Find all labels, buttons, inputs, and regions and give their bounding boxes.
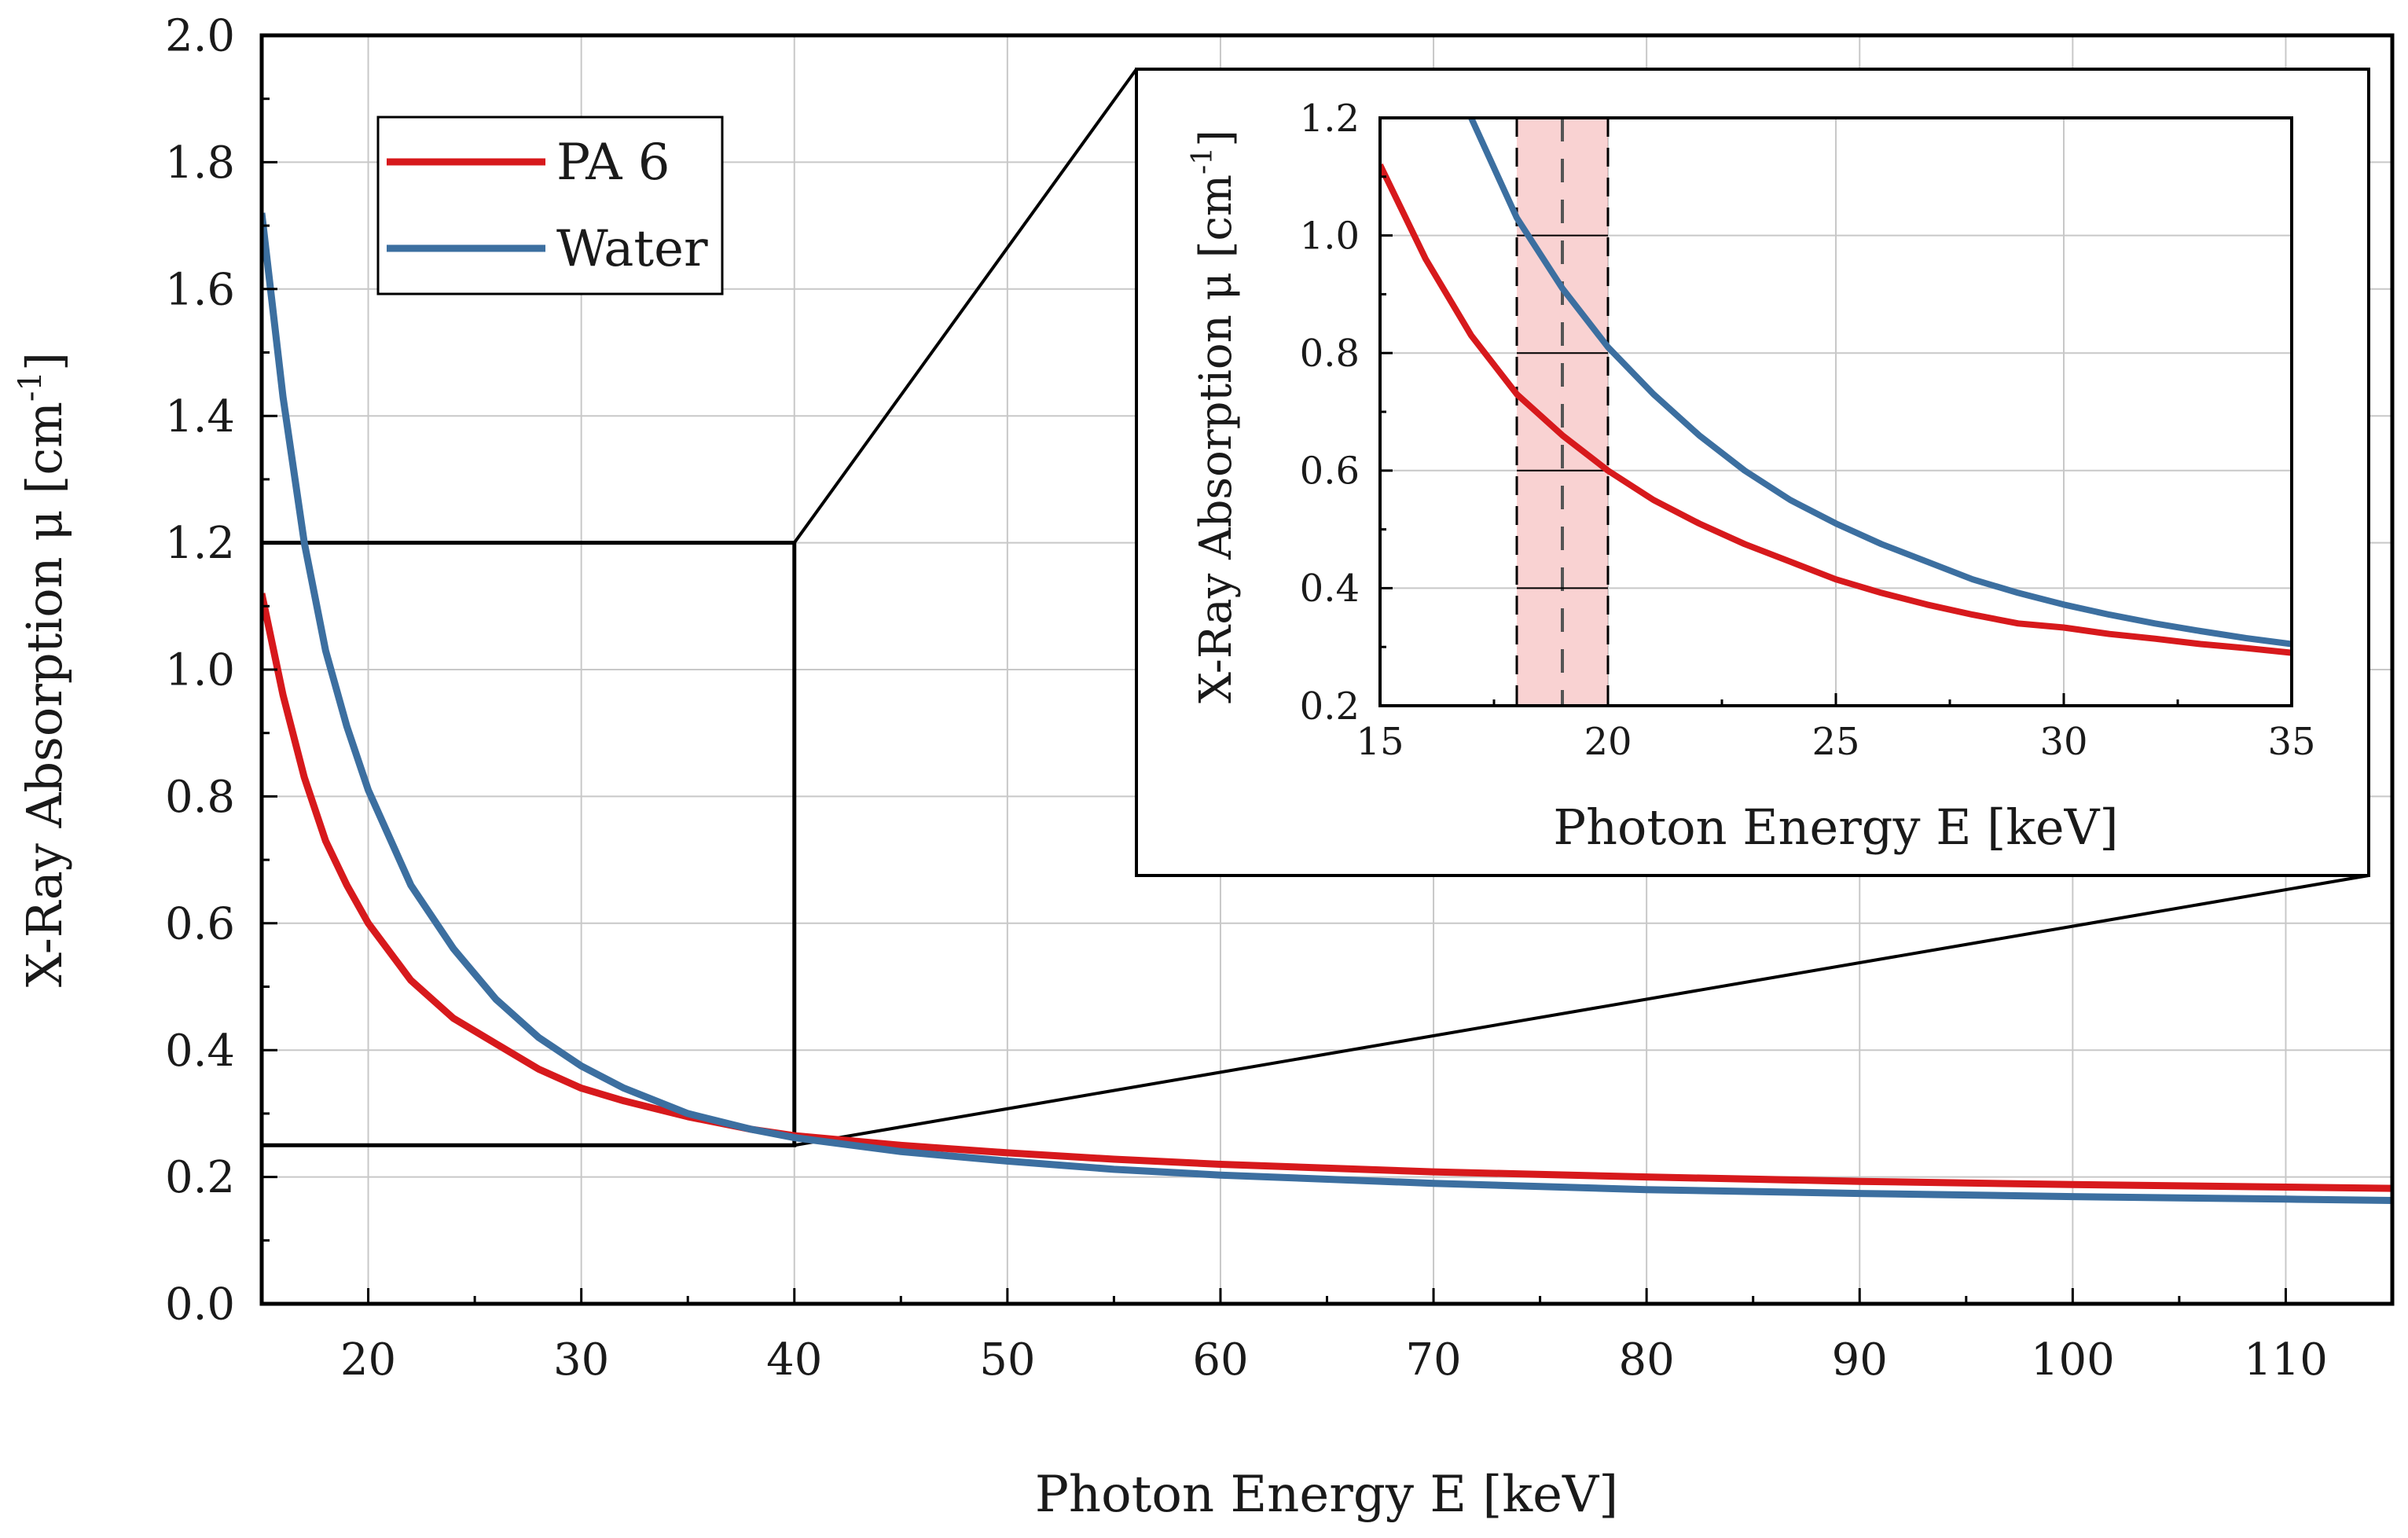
- x-tick-label: 30: [553, 1334, 609, 1386]
- y-tick-label: 1.6: [165, 264, 235, 315]
- x-tick-label: 35: [2267, 720, 2315, 764]
- x-tick-label: 100: [2031, 1334, 2115, 1386]
- y-tick-label: 2.0: [165, 11, 235, 62]
- legend-label-water: Water: [556, 220, 708, 278]
- zoom-connector-top: [793, 68, 1138, 544]
- x-tick-label: 80: [1619, 1334, 1675, 1386]
- x-tick-label: 110: [2244, 1334, 2328, 1386]
- main-x-axis-title: Photon Energy E [keV]: [1035, 1466, 1618, 1524]
- x-tick-label: 20: [1584, 720, 1632, 764]
- y-tick-label: 0.4: [165, 1026, 235, 1077]
- y-tick-label: 1.0: [1300, 214, 1360, 258]
- legend: PA 6 Water: [376, 116, 724, 295]
- y-tick-label: 0.4: [1300, 567, 1360, 611]
- x-tick-label: 30: [2039, 720, 2087, 764]
- x-tick-label: 15: [1356, 720, 1404, 764]
- zoom-box: [259, 541, 797, 1147]
- zoom-connector-bottom: [794, 874, 2369, 1147]
- series-line-water: [1467, 118, 2292, 648]
- series-line-pa-6: [1380, 163, 2292, 656]
- x-tick-label: 70: [1405, 1334, 1461, 1386]
- inset-highlight-band: [1515, 117, 1610, 707]
- x-tick-label: 90: [1832, 1334, 1888, 1386]
- x-tick-label: 40: [766, 1334, 822, 1386]
- main-ticks: 20 30 40 50 60 70 80 90 100 110 0.0 0.2 0.4 0.6 0.8 1.0…: [165, 11, 2328, 1386]
- y-tick-label: 0.2: [165, 1152, 235, 1203]
- y-tick-label: 1.8: [165, 138, 235, 189]
- inset-ticks: 15 20 25 30 35 0.2 0.4 0.6 0.8 1.0 1.2: [1300, 97, 2316, 764]
- legend-box: [376, 116, 724, 295]
- y-tick-label: 0.0: [165, 1279, 235, 1331]
- series-line-water: [262, 212, 2392, 1204]
- y-tick-label: 0.6: [1300, 450, 1360, 494]
- main-y-axis-title: X-Ray Absorption μ [cm-1]: [13, 352, 73, 987]
- y-tick-label: 1.0: [165, 645, 235, 696]
- inset-y-axis-title: X-Ray Absorption μ [cm-1]: [1187, 130, 1242, 703]
- zoom-region: [259, 68, 2369, 1147]
- y-tick-label: 0.6: [165, 898, 235, 949]
- main-series: [262, 212, 2392, 1204]
- y-tick-label: 0.8: [165, 772, 235, 823]
- inset-series: [1380, 118, 2292, 656]
- x-tick-label: 25: [1812, 720, 1859, 764]
- y-tick-label: 1.2: [1300, 97, 1360, 141]
- x-tick-label: 60: [1192, 1334, 1248, 1386]
- x-tick-label: 20: [340, 1334, 396, 1386]
- inset-x-axis-title: Photon Energy E [keV]: [1553, 798, 2118, 856]
- y-tick-label: 1.4: [165, 391, 235, 442]
- y-tick-label: 0.8: [1300, 332, 1360, 376]
- legend-label-pa6: PA 6: [556, 134, 670, 192]
- x-tick-label: 50: [979, 1334, 1035, 1386]
- y-tick-label: 1.2: [165, 518, 235, 569]
- y-tick-label: 0.2: [1300, 685, 1360, 729]
